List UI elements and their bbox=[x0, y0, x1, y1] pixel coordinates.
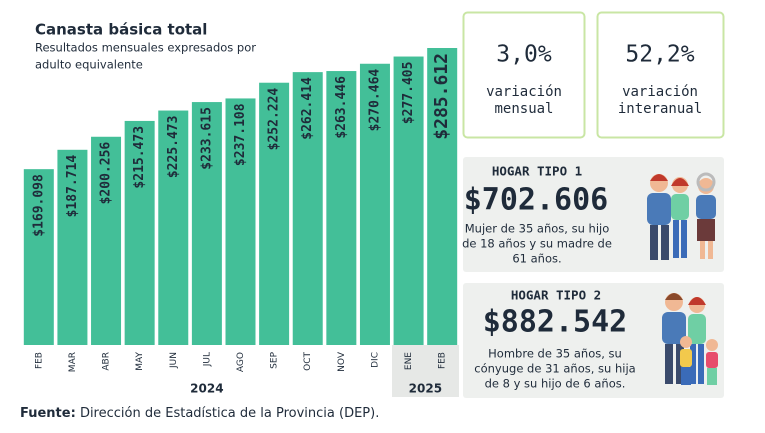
bar bbox=[393, 56, 424, 345]
x-tick-label: MAY bbox=[135, 352, 145, 371]
bar bbox=[158, 110, 189, 345]
card bbox=[596, 11, 725, 139]
value-label: $277.405 bbox=[401, 62, 416, 125]
value-label: $200.256 bbox=[99, 142, 114, 205]
household-description: Hombre de 35 años, su bbox=[488, 347, 622, 361]
source-text: Dirección de Estadística de la Provincia… bbox=[80, 406, 379, 421]
bar bbox=[427, 48, 458, 345]
value-label: $187.714 bbox=[65, 155, 80, 218]
value-label: $225.473 bbox=[166, 116, 181, 179]
household-description: Mujer de 35 años, su hijo bbox=[465, 222, 610, 236]
bar bbox=[57, 149, 88, 345]
value-label: $262.414 bbox=[300, 77, 315, 140]
bar bbox=[359, 63, 390, 345]
card-label: mensual bbox=[494, 101, 553, 117]
value-label: $169.098 bbox=[31, 174, 46, 237]
family-icon bbox=[647, 172, 716, 260]
x-tick-label: FEB bbox=[34, 352, 44, 369]
card-value: 52,2% bbox=[625, 42, 694, 68]
bar bbox=[326, 71, 357, 346]
x-tick-label: JUN bbox=[169, 352, 179, 369]
chart-subtitle: Resultados mensuales expresados por bbox=[35, 41, 256, 55]
x-tick-label: NOV bbox=[337, 351, 347, 372]
household-description: de 18 años y su madre de bbox=[462, 237, 612, 251]
value-label: $215.473 bbox=[132, 126, 147, 189]
card bbox=[462, 11, 586, 139]
x-tick-label: FEB bbox=[438, 352, 448, 369]
value-label: $270.464 bbox=[367, 69, 382, 132]
x-tick-label: ENE bbox=[404, 352, 414, 370]
x-tick-label: JUL bbox=[202, 352, 212, 367]
chart-subtitle: adulto equivalente bbox=[35, 58, 143, 72]
chart-title: Canasta básica total bbox=[35, 21, 207, 39]
value-label: $252.224 bbox=[267, 88, 282, 151]
value-label: $285.612 bbox=[431, 53, 452, 140]
year-highlight bbox=[392, 345, 459, 397]
household-description: 61 años. bbox=[512, 252, 561, 266]
card-label: variación bbox=[622, 84, 698, 100]
household-description: cónyuge de 31 años, su hija bbox=[474, 362, 635, 376]
x-tick-label: OCT bbox=[303, 352, 313, 371]
card-label: interanual bbox=[618, 101, 702, 117]
source: Fuente: Dirección de Estadística de la P… bbox=[20, 406, 379, 421]
household-amount: $702.606 bbox=[464, 183, 609, 218]
household-card bbox=[463, 283, 724, 398]
year-label: 2024 bbox=[190, 382, 223, 396]
bar bbox=[259, 82, 290, 346]
x-tick-label: DIC bbox=[370, 352, 380, 368]
family-icon bbox=[662, 293, 718, 385]
bar bbox=[91, 136, 122, 345]
bar bbox=[124, 120, 155, 345]
household-title: HOGAR TIPO 1 bbox=[492, 164, 582, 179]
card-value: 3,0% bbox=[496, 42, 552, 68]
source-label: Fuente: bbox=[20, 406, 76, 421]
x-tick-label: MAR bbox=[68, 352, 78, 372]
household-title: HOGAR TIPO 2 bbox=[511, 288, 601, 303]
card-label: variación bbox=[486, 84, 562, 100]
bar bbox=[292, 72, 323, 345]
year-label: 2025 bbox=[409, 382, 442, 396]
bar bbox=[23, 169, 54, 345]
x-tick-label: SEP bbox=[270, 351, 280, 368]
value-label: $233.615 bbox=[199, 107, 214, 170]
bar bbox=[225, 98, 256, 346]
x-tick-label: ABR bbox=[102, 352, 112, 371]
value-label: $263.446 bbox=[334, 76, 349, 139]
household-amount: $882.542 bbox=[483, 305, 628, 340]
value-label: $237.108 bbox=[233, 103, 248, 166]
x-tick-label: AGO bbox=[236, 352, 246, 372]
bar bbox=[191, 102, 222, 345]
household-description: de 8 y su hijo de 6 años. bbox=[485, 377, 626, 391]
